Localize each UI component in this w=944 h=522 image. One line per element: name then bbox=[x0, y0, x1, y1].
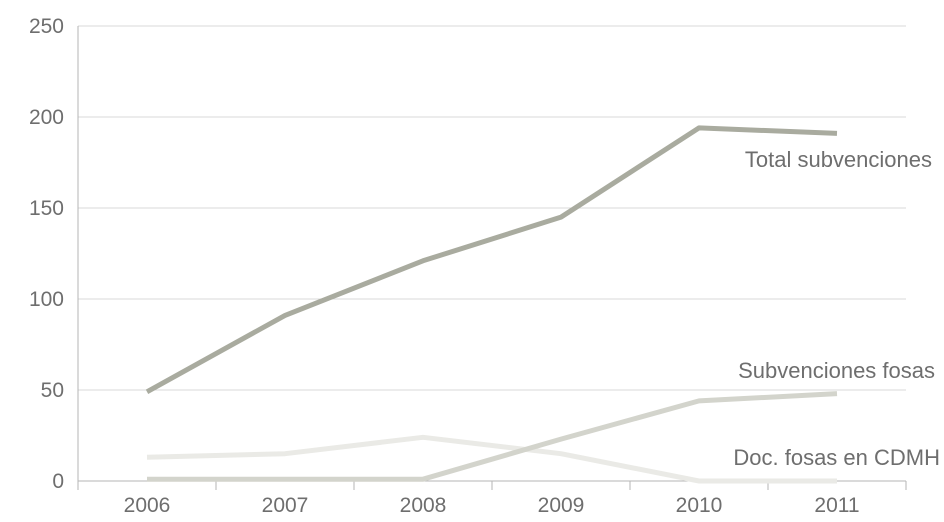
y-tick-label: 150 bbox=[29, 197, 64, 220]
axes bbox=[77, 26, 907, 490]
series-line-total-subvenciones bbox=[145, 125, 838, 394]
x-tick-label-2010: 2010 bbox=[676, 494, 723, 517]
series-lines bbox=[145, 125, 838, 484]
series-line-subvenciones-fosas bbox=[147, 391, 838, 482]
y-tick-label: 50 bbox=[41, 379, 64, 402]
y-tick-label: 250 bbox=[29, 15, 64, 38]
y-tick-label: 200 bbox=[29, 106, 64, 129]
labels: 0 50 100 150 200 250 2006 2007 2008 2009 2010 2011 T… bbox=[29, 15, 940, 517]
series-label-subvenciones-fosas: Subvenciones fosas bbox=[738, 358, 935, 383]
x-tick-label-2009: 2009 bbox=[538, 494, 585, 517]
series-line-doc-fosas-en-cdmh bbox=[146, 434, 837, 484]
y-tick-label: 0 bbox=[52, 470, 64, 493]
series-label-total-subvenciones: Total subvenciones bbox=[745, 147, 932, 172]
x-tick-label-2007: 2007 bbox=[262, 494, 309, 517]
gridlines bbox=[78, 25, 906, 391]
y-tick-label: 100 bbox=[29, 288, 64, 311]
series-label-doc-fosas-en-cdmh: Doc. fosas en CDMH bbox=[733, 445, 940, 470]
x-tick-label-2008: 2008 bbox=[400, 494, 447, 517]
x-tick-label-2011: 2011 bbox=[814, 494, 859, 517]
x-tick-label-2006: 2006 bbox=[124, 494, 171, 517]
